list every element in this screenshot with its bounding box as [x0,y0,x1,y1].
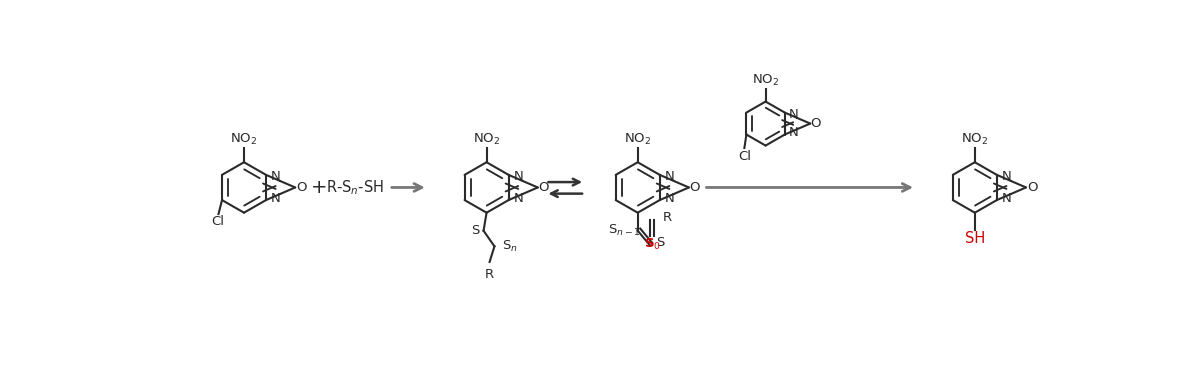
Text: O: O [1026,181,1037,194]
Text: NO$_2$: NO$_2$ [962,132,989,147]
Text: S: S [656,236,664,249]
Text: S$_n$: S$_n$ [501,239,518,254]
Text: Cl: Cl [738,150,751,163]
Text: N: N [513,170,524,183]
Text: N: N [271,170,280,183]
Text: R: R [663,211,672,224]
Text: N: N [513,192,524,205]
Text: R-S$_n$-SH: R-S$_n$-SH [326,178,384,197]
Text: O: O [690,181,700,194]
Text: N: N [1002,192,1011,205]
Text: R: R [485,268,494,281]
Text: S$_{n-1}$: S$_{n-1}$ [609,223,640,238]
Text: SH: SH [965,231,985,246]
Text: Cl: Cl [211,215,224,228]
Text: N: N [789,108,798,121]
Text: NO$_2$: NO$_2$ [473,132,500,147]
Text: N: N [271,192,280,205]
Text: +: + [311,178,327,197]
Text: O: O [295,181,306,194]
Text: O: O [810,117,820,130]
Text: N: N [665,192,674,205]
Text: N: N [1002,170,1011,183]
Text: N: N [789,126,798,139]
Text: N: N [665,170,674,183]
Text: S: S [471,224,479,237]
Text: S$_0$: S$_0$ [644,237,660,253]
Text: NO$_2$: NO$_2$ [624,132,651,147]
Text: O: O [539,181,548,194]
Text: NO$_2$: NO$_2$ [231,132,258,147]
Text: NO$_2$: NO$_2$ [752,73,779,88]
